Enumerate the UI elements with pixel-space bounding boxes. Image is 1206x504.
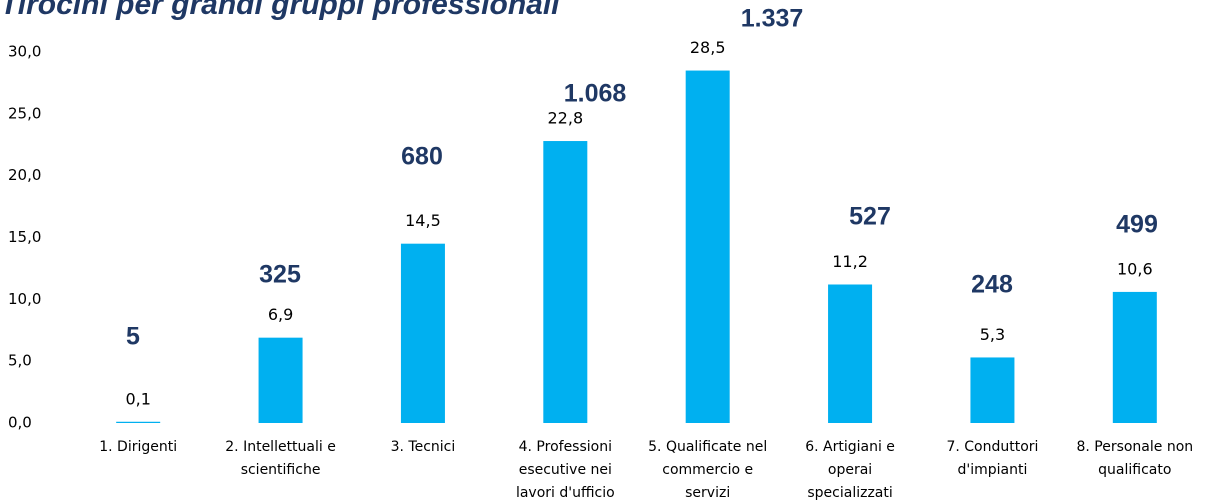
bar [1112,291,1157,423]
count-label: 1.068 [564,80,627,108]
value-label: 5,3 [980,325,1005,344]
count-label: 248 [971,271,1013,299]
x-tick-label: 2. Intellettuali e scientifiche [225,439,336,478]
bar [970,357,1015,423]
x-tick-label: 8. Personale non qualificato [1076,439,1194,478]
y-tick-label: 30,0 [8,43,41,61]
count-label: 680 [401,143,443,171]
x-tick-label: 3. Tecnici [390,439,456,455]
value-label: 6,9 [268,305,293,324]
value-label: 0,1 [125,389,150,408]
y-tick-label: 0,0 [8,414,32,432]
y-tick-label: 10,0 [8,290,41,308]
value-label: 11,2 [832,252,868,271]
count-label: 527 [849,203,891,231]
y-tick-label: 25,0 [8,104,41,122]
value-label: 14,5 [405,211,441,230]
x-tick-label: 4. Professioni esecutive nei lavori d'uf… [515,439,615,501]
chart-title: Tirocini per grandi gruppi professionali [0,0,560,21]
y-tick-label: 5,0 [8,352,32,370]
x-tick-label: 6. Artigiani e operai specializzati [805,439,895,501]
bar [543,141,588,424]
value-label: 28,5 [690,38,726,57]
y-tick-label: 15,0 [8,228,41,246]
bar [116,421,161,423]
bar [400,243,445,423]
value-label: 22,8 [548,109,584,128]
x-tick-label: 7. Conduttori d'impianti [946,439,1039,478]
y-tick-label: 20,0 [8,166,41,184]
count-label: 325 [259,261,301,289]
bar [258,337,303,423]
count-label: 1.337 [741,5,804,33]
bar [685,70,730,424]
x-tick-label: 1. Dirigenti [99,439,178,455]
value-label: 10,6 [1117,259,1153,278]
x-tick-label: 5. Qualificate nel commercio e servizi [648,439,768,501]
count-label: 499 [1116,211,1158,239]
bar [828,284,873,423]
count-label: 5 [126,323,140,351]
